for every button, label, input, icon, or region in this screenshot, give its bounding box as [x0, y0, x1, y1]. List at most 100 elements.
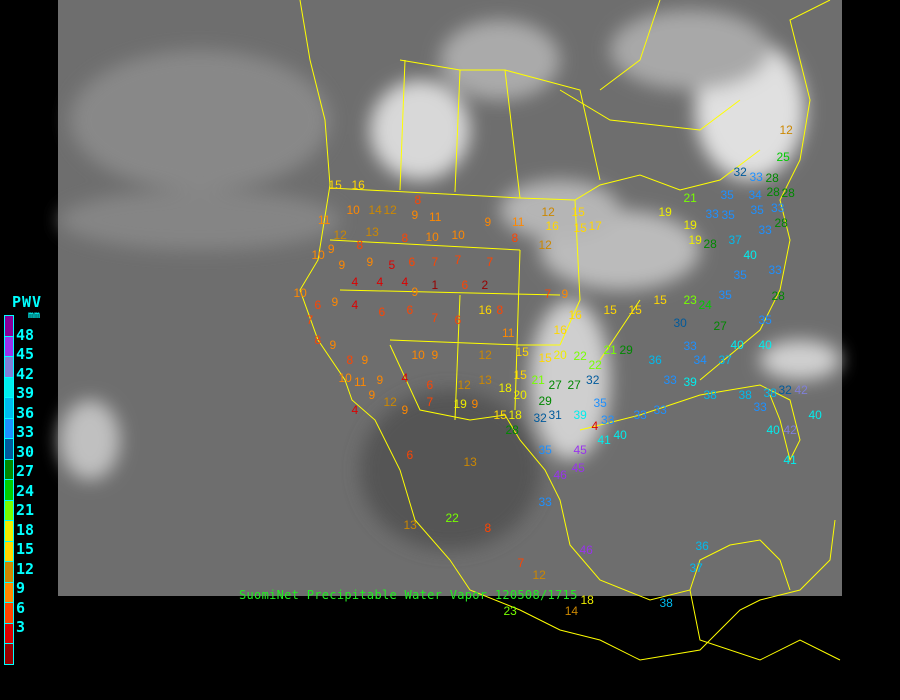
station-pwv-value: 35	[750, 203, 764, 217]
station-pwv-value: 15	[603, 303, 617, 317]
station-pwv-value: 20	[553, 348, 567, 362]
station-pwv-value: 34	[693, 353, 707, 367]
station-pwv-value: 9	[331, 295, 339, 309]
station-pwv-value: 19	[453, 397, 467, 411]
station-pwv-value: 21	[531, 373, 545, 387]
station-pwv-value: 21	[603, 343, 617, 357]
legend-tick: 3	[16, 618, 26, 636]
station-pwv-value: 9	[471, 397, 479, 411]
station-pwv-value: 4	[591, 419, 599, 433]
station-pwv-value: 36	[648, 353, 662, 367]
station-pwv-value: 1	[431, 278, 439, 292]
political-borders	[299, 0, 841, 661]
station-pwv-value: 6	[314, 298, 322, 312]
station-pwv-value: 6	[406, 448, 414, 462]
legend-tick: 30	[16, 442, 35, 461]
station-pwv-value: 9	[376, 373, 384, 387]
station-pwv-value: 38	[738, 388, 752, 402]
legend-swatch	[4, 622, 14, 643]
station-pwv-value: 4	[351, 298, 359, 312]
station-pwv-value: 23	[503, 603, 517, 618]
station-pwv-value: 35	[718, 288, 732, 302]
legend-tick: 36	[16, 403, 35, 422]
station-pwv-value: 42	[794, 383, 808, 397]
station-pwv-value: 7	[431, 311, 439, 325]
station-pwv-value: 7	[486, 255, 494, 269]
station-pwv-value: 40	[613, 428, 627, 442]
station-pwv-value: 35	[721, 208, 735, 222]
station-pwv-value: 33	[753, 400, 767, 414]
station-pwv-value: 10	[311, 248, 325, 262]
legend-tick: 48	[16, 325, 35, 344]
station-pwv-value: 33	[705, 207, 719, 221]
station-pwv-value: 32	[778, 383, 792, 397]
station-pwv-value: 11	[354, 375, 367, 389]
station-pwv-value: 24	[698, 298, 712, 312]
legend-swatch	[4, 643, 14, 665]
station-pwv-value: 28	[774, 215, 788, 230]
legend-swatch	[4, 458, 14, 479]
legend-swatch	[4, 499, 14, 520]
station-pwv-value: 25	[776, 150, 790, 164]
station-pwv-value: 15	[573, 221, 587, 235]
station-pwv-value: 9	[401, 403, 409, 417]
station-pwv-value: 9	[366, 255, 374, 269]
station-pwv-value: 28	[771, 289, 785, 303]
station-pwv-value: 28	[766, 185, 780, 199]
station-pwv-value: 13	[365, 225, 379, 239]
station-pwv-value: 9	[361, 353, 369, 367]
station-pwv-value: 27	[567, 378, 581, 392]
station-pwv-value: 9	[411, 208, 419, 222]
station-pwv-value: 33	[749, 170, 763, 184]
station-pwv-value: 33	[653, 403, 667, 417]
station-pwv-value: 22	[573, 349, 587, 363]
station-pwv-value: 7	[426, 395, 434, 409]
legend-swatch	[4, 335, 14, 356]
station-pwv-value: 20	[513, 388, 527, 402]
legend-swatch	[4, 561, 14, 582]
station-pwv-value: 12	[779, 123, 793, 137]
station-pwv-value: 7	[454, 253, 462, 267]
legend-tick: 42	[16, 364, 35, 383]
station-pwv-value: 40	[766, 423, 780, 437]
station-pwv-value: 32	[533, 411, 547, 425]
station-pwv-value: 46	[553, 468, 567, 482]
station-pwv-value: 8	[314, 333, 322, 347]
station-pwv-value: 33	[771, 200, 785, 215]
station-pwv-value: 11	[502, 326, 515, 340]
station-pwv-value: 10	[346, 203, 360, 217]
station-pwv-value: 33	[601, 413, 615, 428]
station-pwv-value: 7	[517, 556, 525, 570]
station-pwv-value: 12	[383, 203, 397, 217]
station-pwv-value: 37	[728, 233, 742, 247]
station-pwv-value: 8	[496, 303, 504, 317]
station-pwv-value: 5	[388, 258, 396, 272]
station-pwv-value: 4	[401, 371, 409, 385]
station-pwv-value: 33	[683, 339, 697, 353]
station-pwv-value: 11	[429, 210, 442, 224]
station-pwv-value: 12	[457, 378, 471, 392]
station-pwv-value: 15	[328, 178, 342, 192]
station-pwv-value: 4	[351, 275, 359, 289]
station-pwv-value: 9	[561, 287, 569, 301]
station-pwv-value: 33	[758, 223, 772, 237]
station-pwv-value: 12	[538, 238, 552, 252]
station-pwv-value: 6	[454, 313, 462, 327]
station-pwv-value: 35	[593, 396, 607, 410]
legend-tick: 21	[16, 501, 35, 519]
station-pwv-value: 29	[538, 394, 552, 408]
station-pwv-value: 28	[703, 237, 717, 251]
station-pwv-value: 15	[515, 345, 529, 359]
station-pwv-value: 9	[338, 258, 346, 272]
station-pwv-value: 16	[351, 178, 365, 192]
station-pwv-value: 12	[383, 395, 397, 409]
station-pwv-value: 45	[573, 443, 587, 457]
station-pwv-value: 14	[368, 203, 382, 217]
station-pwv-value: 28	[505, 423, 519, 437]
legend-swatch	[4, 315, 14, 336]
station-pwv-value: 10	[338, 371, 352, 385]
station-pwv-value: 4	[401, 275, 409, 289]
station-pwv-value: 12	[478, 348, 492, 362]
station-pwv-value: 13	[463, 455, 477, 469]
station-pwv-value: 8	[401, 231, 409, 245]
